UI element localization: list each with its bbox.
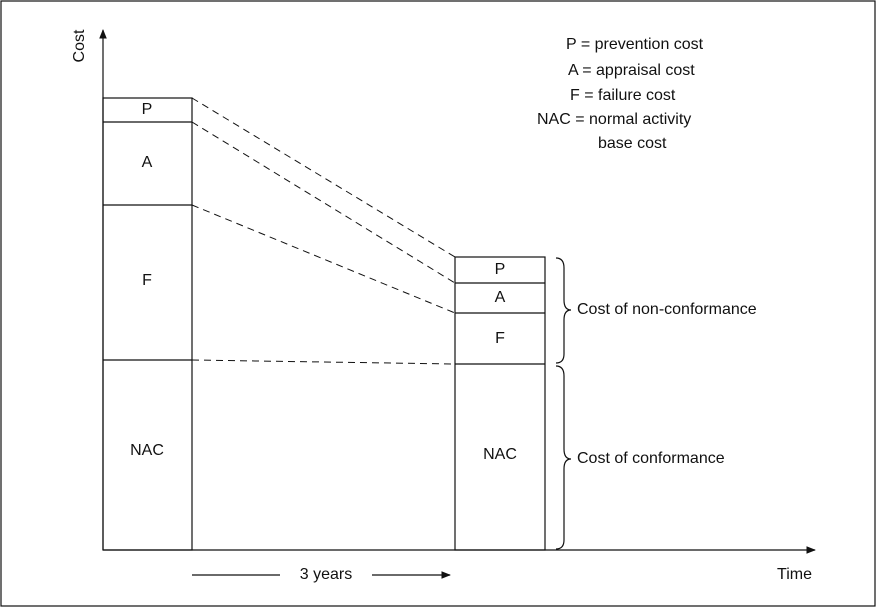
segment-label: NAC — [483, 446, 517, 463]
legend-entry: F = failure cost — [570, 87, 676, 104]
legend-entry: base cost — [598, 135, 667, 152]
segment-label: A — [142, 154, 153, 171]
legend: P = prevention cost A = appraisal cost F… — [537, 36, 704, 152]
bar-outline — [454, 256, 546, 551]
brace-label: Cost of non-conformance — [577, 301, 757, 318]
segment-label: A — [495, 289, 506, 306]
brace — [555, 257, 572, 364]
segment-label: NAC — [130, 442, 164, 459]
left-bar: P A F NAC — [102, 97, 193, 551]
connector — [191, 359, 456, 365]
connector — [191, 97, 456, 258]
x-axis-label: Time — [777, 566, 812, 583]
connector — [191, 121, 456, 284]
right-bar: P A F NAC — [454, 256, 546, 551]
legend-entry: A = appraisal cost — [568, 62, 695, 79]
legend-entry: P = prevention cost — [566, 36, 704, 53]
segment-label: F — [142, 272, 152, 289]
connector — [191, 204, 456, 314]
segment-label: P — [495, 261, 506, 278]
segment-label: F — [495, 330, 505, 347]
duration-label: 3 years — [300, 566, 352, 583]
legend-entry: NAC = normal activity — [537, 111, 691, 128]
bar-outline — [102, 97, 193, 551]
y-axis-label: Cost — [71, 29, 88, 62]
segment-label: P — [142, 101, 153, 118]
brace-label: Cost of conformance — [577, 450, 725, 467]
brace — [555, 365, 572, 550]
